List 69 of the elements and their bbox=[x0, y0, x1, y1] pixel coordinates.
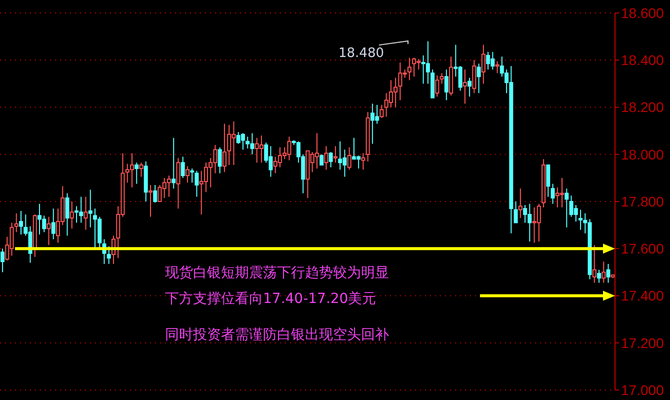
candlestick bbox=[222, 123, 226, 173]
candlestick bbox=[462, 69, 467, 104]
candlestick bbox=[190, 168, 194, 184]
annotation: 现货白银短期震荡下行趋势较为明显 bbox=[165, 265, 389, 281]
candlestick bbox=[380, 104, 384, 118]
y-tick-label: 17.800 bbox=[621, 193, 664, 210]
candlestick bbox=[486, 51, 490, 70]
candlestick bbox=[468, 77, 472, 98]
candlestick bbox=[185, 166, 190, 184]
candlestick bbox=[597, 269, 602, 284]
candlestick bbox=[46, 216, 51, 246]
candlestick bbox=[88, 189, 92, 228]
candlestick bbox=[139, 162, 144, 178]
annotation: 同时投资者需谨防白银出现空头回补 bbox=[165, 327, 389, 343]
candlestick bbox=[361, 152, 366, 170]
y-tick-label: 17.200 bbox=[621, 334, 664, 351]
candlestick bbox=[19, 210, 24, 235]
candlestick bbox=[246, 136, 250, 149]
candlestick bbox=[592, 244, 596, 284]
candlestick bbox=[476, 63, 481, 94]
candlestick bbox=[84, 196, 88, 230]
candlestick bbox=[449, 56, 454, 96]
candlestick bbox=[444, 69, 448, 101]
candlestick bbox=[38, 203, 42, 235]
y-tick-label: 17.600 bbox=[621, 240, 664, 257]
y-tick-label: 17.000 bbox=[621, 382, 664, 398]
candlestick bbox=[227, 124, 232, 166]
candlestick bbox=[180, 156, 185, 178]
candlestick bbox=[564, 188, 569, 228]
candlestick bbox=[14, 212, 18, 233]
candlestick bbox=[0, 248, 5, 273]
y-tick-label: 18.000 bbox=[621, 146, 664, 162]
candlestick bbox=[166, 175, 171, 198]
candlestick bbox=[51, 208, 56, 240]
candlestick bbox=[333, 146, 338, 164]
candlestick bbox=[542, 158, 546, 208]
candlestick bbox=[578, 209, 583, 230]
y-tick-label: 18.400 bbox=[621, 52, 664, 68]
candlestick bbox=[240, 132, 245, 150]
candlestick bbox=[550, 183, 555, 204]
candlestick bbox=[518, 188, 522, 218]
candlestick bbox=[314, 132, 319, 170]
candlestick bbox=[435, 74, 440, 98]
candlestick bbox=[338, 140, 342, 170]
candlestick bbox=[111, 235, 116, 264]
candlestick bbox=[481, 44, 486, 84]
candlestick bbox=[606, 263, 610, 284]
candlestick bbox=[144, 160, 148, 202]
candlestick bbox=[602, 261, 606, 284]
candlestick bbox=[176, 157, 180, 210]
annotation: 18.480 bbox=[338, 46, 384, 61]
candlestick bbox=[426, 40, 430, 84]
y-tick-label: 18.600 bbox=[621, 4, 664, 21]
candlestick bbox=[407, 57, 412, 81]
candlestick bbox=[366, 111, 370, 162]
candlestick bbox=[574, 204, 578, 222]
candlestick bbox=[523, 204, 528, 224]
candlestick bbox=[70, 201, 74, 230]
candlestick bbox=[259, 135, 264, 164]
candlestick bbox=[134, 162, 139, 184]
candlestick bbox=[172, 137, 176, 190]
candlestick bbox=[472, 60, 476, 94]
annotation: 下方支撑位看向17.40-17.20美元 bbox=[165, 291, 376, 307]
candlestick bbox=[65, 192, 70, 236]
y-tick-label: 17.400 bbox=[621, 288, 664, 304]
candlestick bbox=[130, 152, 134, 188]
candlestick bbox=[440, 72, 444, 84]
candlestick bbox=[324, 146, 328, 170]
y-tick-label: 18.200 bbox=[621, 99, 664, 116]
